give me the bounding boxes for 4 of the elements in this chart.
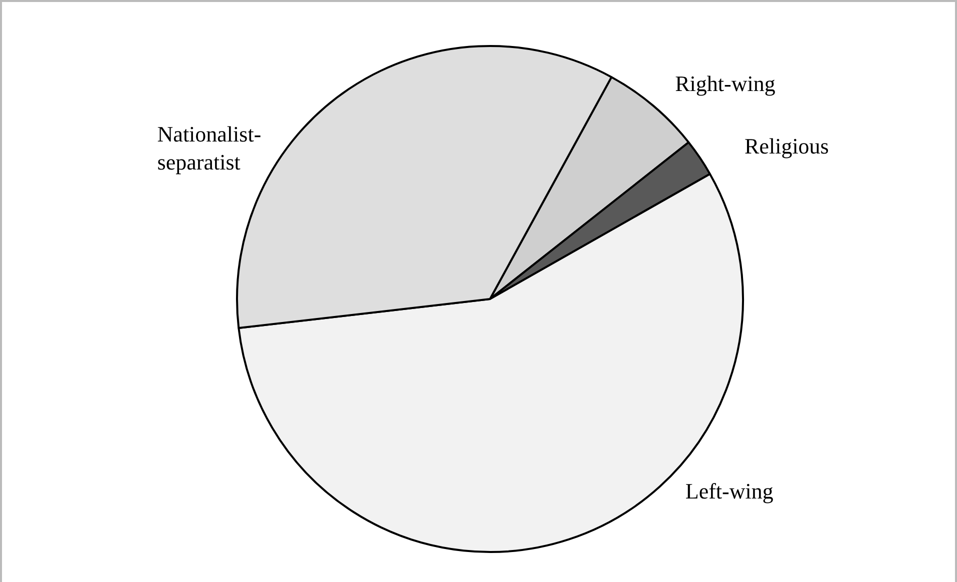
slice-label: Right-wing (675, 70, 776, 96)
slice-label: Religious (744, 134, 829, 159)
slice-label: Nationalist-separatist (157, 121, 262, 174)
slice-label: Left-wing (685, 478, 774, 504)
